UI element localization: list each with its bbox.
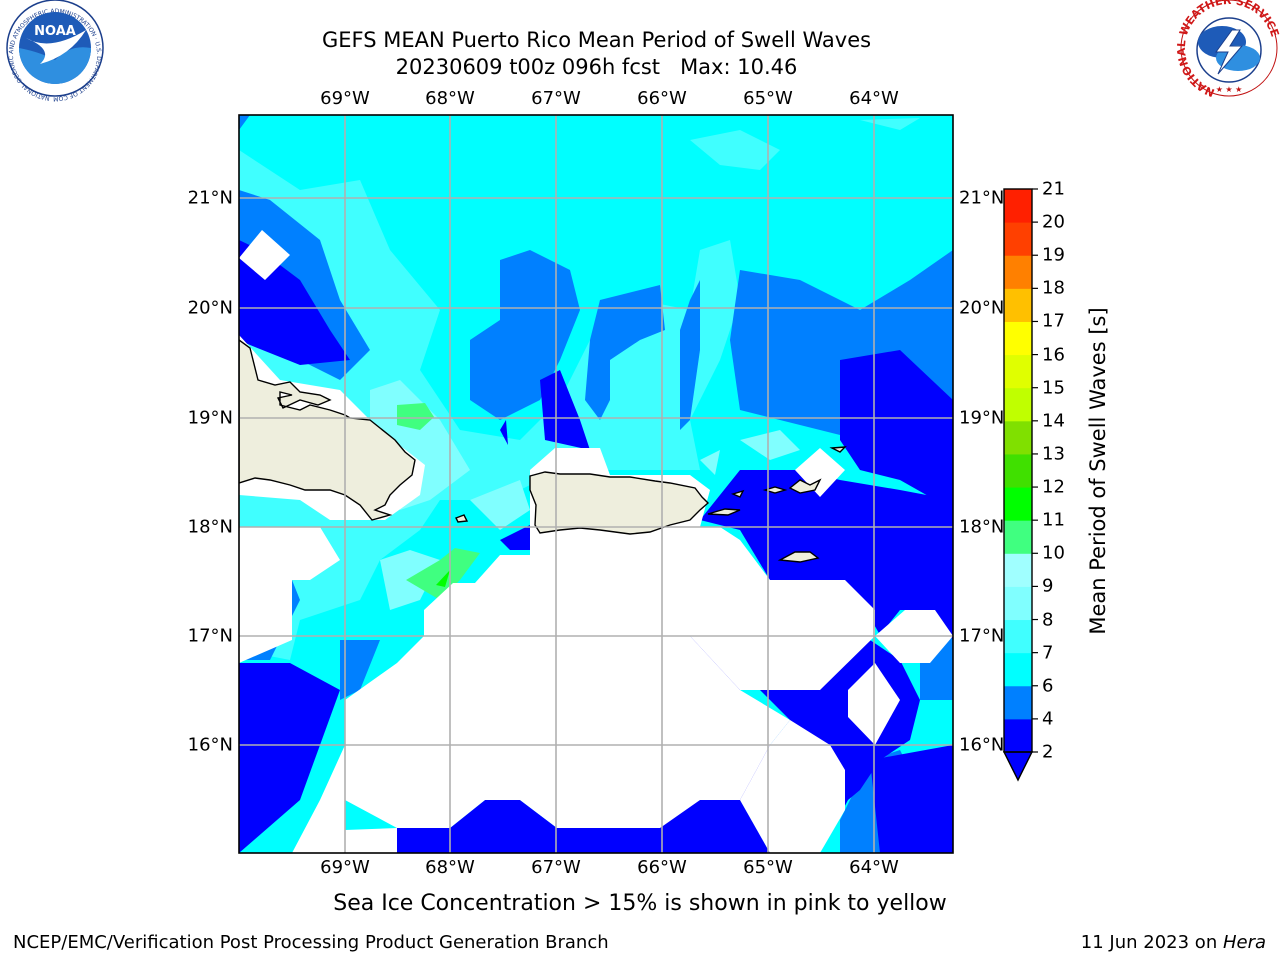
colorbar-tick-label: 14 [1042,410,1065,432]
puerto-rico-land [529,471,710,535]
sea-ice-note: Sea Ice Concentration > 15% is shown in … [333,891,947,916]
anegada-island [829,446,847,453]
colorbar-tick-label: 21 [1042,178,1065,200]
lat-tick-left: 17°N [187,625,233,647]
lat-tick-right: 17°N [959,625,1005,647]
colorbar-tick-label: 6 [1042,675,1054,697]
lon-tick-top: 64°W [849,88,899,109]
colorbar-tick-label: 12 [1042,476,1065,498]
lat-tick-right: 18°N [959,516,1005,538]
colorbar-segment [1004,718,1032,753]
colorbar-segment [1004,553,1032,587]
colorbar-tick-label: 15 [1042,377,1065,399]
map-frame [238,114,954,854]
st-croix-island [777,551,820,563]
colorbar-segment [1004,288,1032,322]
lat-tick-left: 16°N [187,734,233,756]
noaa-logo-text: NOAA [34,24,76,39]
lon-tick-bottom: 69°W [320,857,370,878]
lon-tick-bottom: 68°W [425,857,475,878]
lat-tick-left: 18°N [187,516,233,538]
colorbar-segment [1004,586,1032,621]
colorbar-segment [1004,255,1032,289]
vieques-island [707,508,741,516]
lat-tick-right: 20°N [959,297,1005,319]
lon-tick-top: 69°W [320,88,370,109]
lon-tick-top: 66°W [637,88,687,109]
colorbar-segment [1004,321,1032,356]
colorbar [1002,188,1038,782]
st-john-tortola-islands [788,478,822,494]
nws-logo: NATIONAL WEATHER SERVICE ★ ★ ★ [1175,0,1280,99]
lon-tick-bottom: 67°W [531,857,581,878]
lon-tick-bottom: 64°W [849,857,899,878]
lat-tick-left: 19°N [187,407,233,429]
colorbar-tick-label: 4 [1042,708,1054,730]
colorbar-tick-label: 8 [1042,609,1054,631]
colorbar-under-triangle [1002,751,1034,782]
footer-date-text: 11 Jun 2023 on [1080,932,1223,953]
colorbar-frame [1003,188,1033,753]
title-line-1: GEFS MEAN Puerto Rico Mean Period of Swe… [321,28,872,52]
colorbar-segment [1004,520,1032,554]
colorbar-tick-label: 10 [1042,542,1065,564]
lon-tick-top: 65°W [743,88,793,109]
lon-tick-top: 67°W [531,88,581,109]
colorbar-segment [1004,354,1032,389]
lon-tick-bottom: 65°W [743,857,793,878]
colorbar-tick-label: 20 [1042,211,1065,233]
colorbar-tick-label: 7 [1042,642,1054,664]
hispaniola-land [239,339,416,521]
colorbar-segment [1004,387,1032,422]
lat-tick-right: 21°N [959,187,1005,209]
lon-tick-bottom: 66°W [637,857,687,878]
colorbar-tick-label: 2 [1042,741,1054,763]
colorbar-segment [1004,619,1032,654]
lat-tick-right: 16°N [959,734,1005,756]
footer-date: 11 Jun 2023 on Hera [1081,932,1266,953]
culebra-island [730,489,745,498]
colorbar-tick-label: 13 [1042,443,1065,465]
colorbar-segment [1004,453,1032,488]
graticule [239,115,953,853]
colorbar-tick-label: 17 [1042,310,1065,332]
colorbar-segment [1004,222,1032,256]
colorbar-tick-label: 11 [1042,509,1065,531]
svg-text:★ ★ ★: ★ ★ ★ [1216,85,1243,94]
colorbar-tick-label: 18 [1042,277,1065,299]
title-line-2: 20230609 t00z 096h fcst Max: 10.46 [395,55,798,79]
footer-host: Hera [1222,932,1266,953]
colorbar-tick-label: 9 [1042,575,1054,597]
colorbar-segment [1004,189,1032,223]
lat-tick-right: 19°N [959,407,1005,429]
colorbar-label: Mean Period of Swell Waves [s] [1086,307,1110,635]
noaa-logo: NATIONAL OCEANIC AND ATMOSPHERIC ADMINIS… [0,0,104,102]
map-area [239,115,953,853]
footer-credit: NCEP/EMC/Verification Post Processing Pr… [13,932,609,953]
colorbar-segment [1004,420,1032,455]
colorbar-tick-label: 16 [1042,344,1065,366]
lon-tick-top: 68°W [425,88,475,109]
colorbar-segment [1004,487,1032,521]
st-thomas-island [762,486,788,494]
mona-island [455,514,469,523]
colorbar-tick-label: 19 [1042,244,1065,266]
colorbar-segment [1004,652,1032,687]
land-masses [239,339,847,563]
colorbar-segment [1004,685,1032,720]
lat-tick-left: 21°N [187,187,233,209]
lat-tick-left: 20°N [187,297,233,319]
